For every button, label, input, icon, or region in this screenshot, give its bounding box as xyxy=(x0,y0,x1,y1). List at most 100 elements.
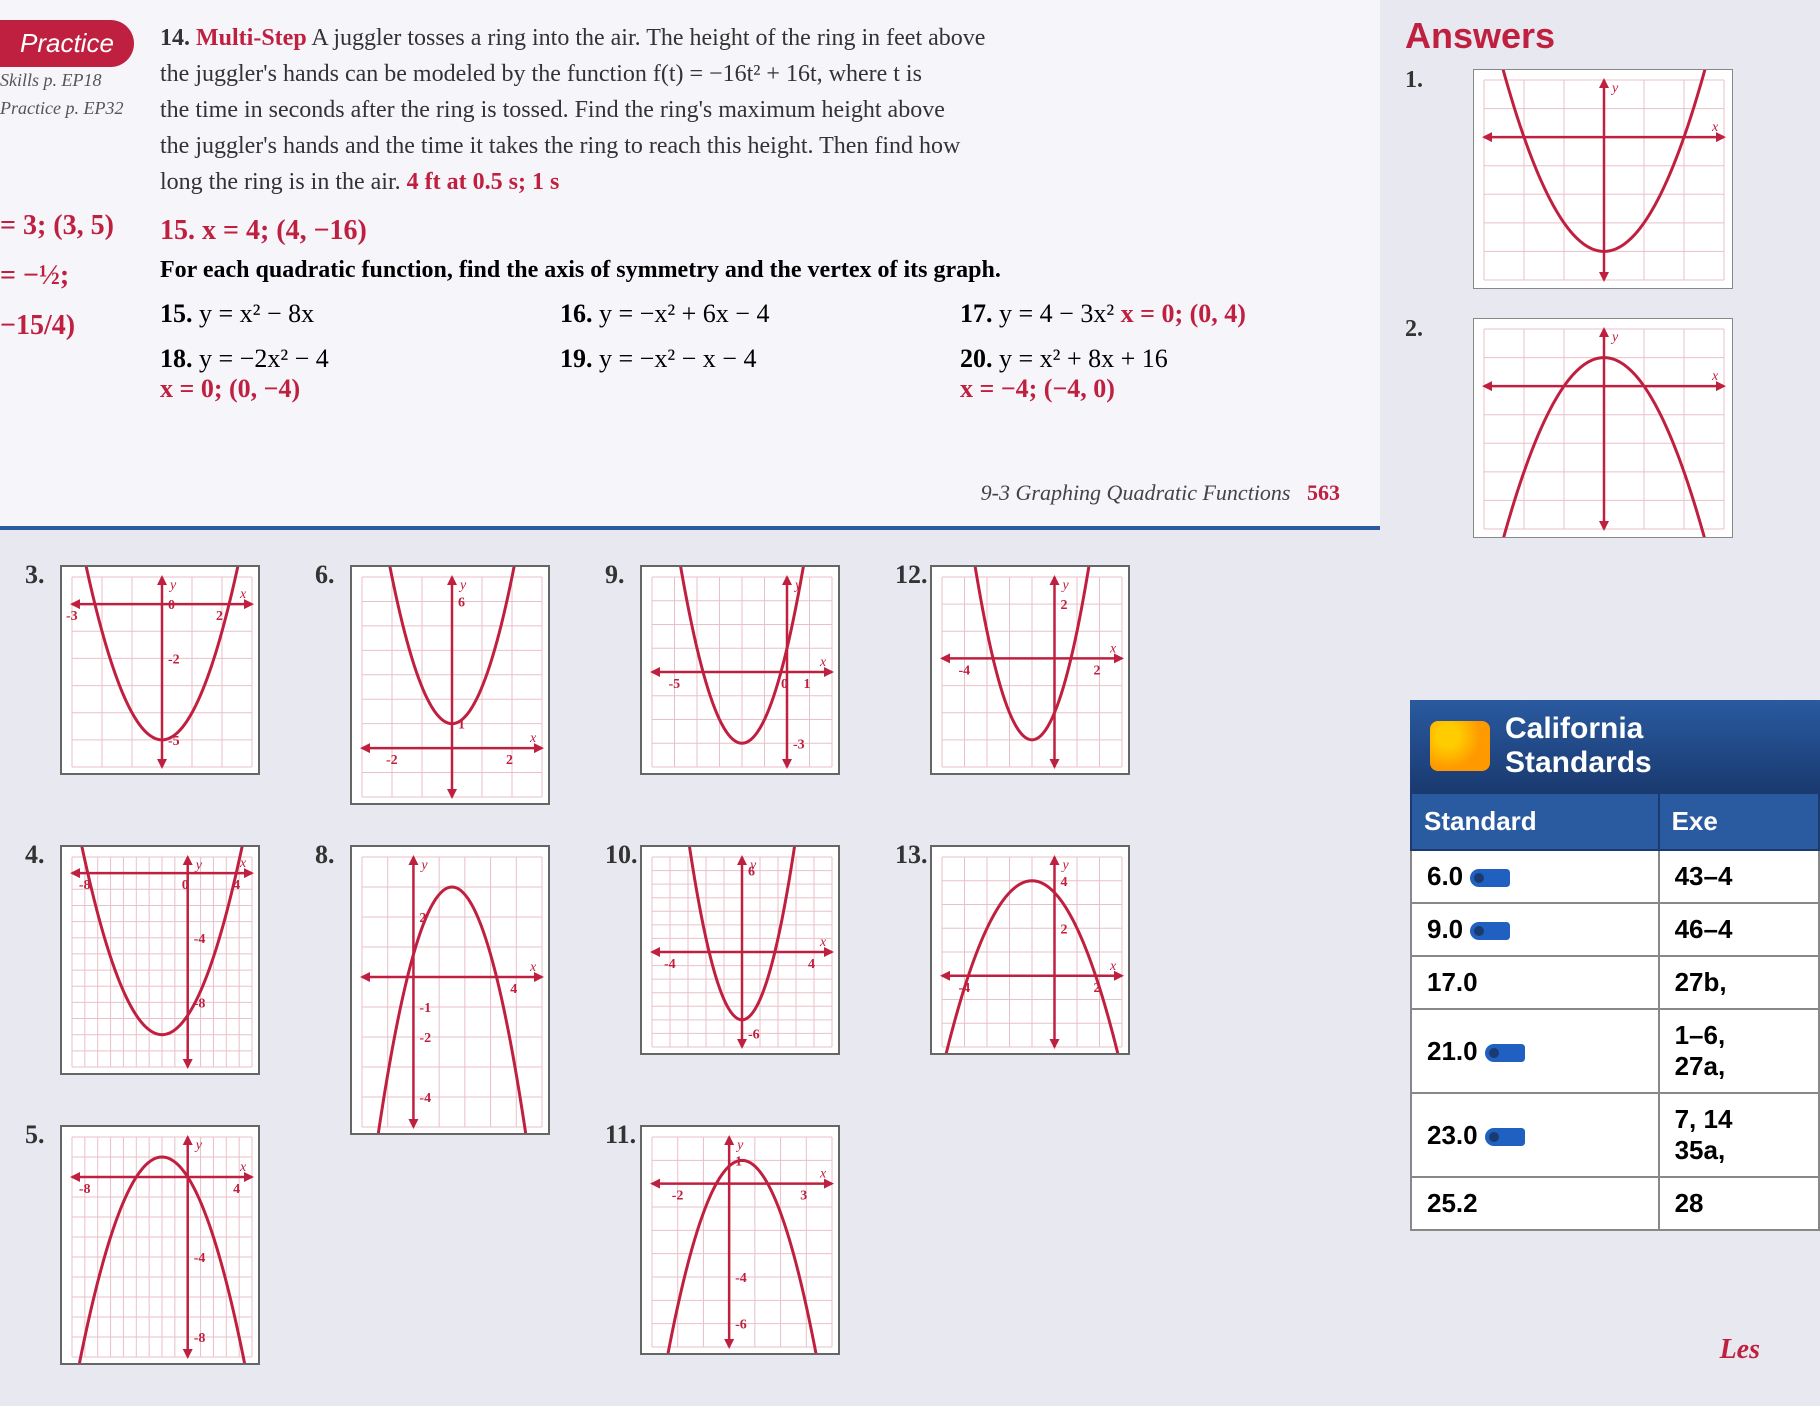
svg-text:y: y xyxy=(194,858,203,873)
graph-number: 5. xyxy=(25,1120,45,1150)
graphs-grid: 3.yx-320-2-56.yx-22169.yx-501-312.yx-422… xyxy=(30,560,1130,1380)
standard-cell: 23.0 xyxy=(1411,1093,1659,1177)
p19-eq: y = −x² − x − 4 xyxy=(599,344,756,373)
standards-col-standard: Standard xyxy=(1411,793,1659,850)
problem-row-2: 18. y = −2x² − 4 x = 0; (0, −4) 19. y = … xyxy=(160,344,1350,404)
problem-18: 18. y = −2x² − 4 x = 0; (0, −4) xyxy=(160,344,500,404)
p18-eq: y = −2x² − 4 xyxy=(199,344,329,373)
p17-ans: x = 0; (0, 4) xyxy=(1121,299,1246,328)
svg-text:1: 1 xyxy=(804,677,811,692)
graph-cell: 11.yx-231-4-6 xyxy=(610,1120,860,1380)
exercises-cell: 28 xyxy=(1659,1177,1819,1230)
svg-text:0: 0 xyxy=(182,878,189,893)
problem-row-1: 15. y = x² − 8x 16. y = −x² + 6x − 4 17.… xyxy=(160,299,1350,329)
p14-answer: 4 ft at 0.5 s; 1 s xyxy=(407,169,560,195)
problem-17: 17. y = 4 − 3x² x = 0; (0, 4) xyxy=(960,299,1300,329)
svg-text:y: y xyxy=(194,1138,203,1153)
svg-text:-3: -3 xyxy=(793,737,805,752)
svg-text:3: 3 xyxy=(800,1189,807,1204)
svg-text:-4: -4 xyxy=(419,1091,431,1106)
multi-step-tag: Multi-Step xyxy=(196,25,307,51)
answer-graph-2-num: 2. xyxy=(1405,316,1423,343)
exercises-cell: 1–6, 27a, xyxy=(1659,1009,1819,1093)
svg-text:-4: -4 xyxy=(735,1271,747,1286)
graph-number: 6. xyxy=(315,560,335,590)
instruction-text: For each quadratic function, find the ax… xyxy=(160,257,1350,284)
graph-cell: 3.yx-320-2-5 xyxy=(30,560,280,820)
svg-text:x: x xyxy=(819,935,827,950)
page-number: 563 xyxy=(1307,480,1340,505)
table-row: 6.0 43–4 xyxy=(1411,850,1819,903)
svg-text:x: x xyxy=(1109,641,1117,656)
problem-14-num: 14. xyxy=(160,25,190,51)
parabola-graph: yx-320-2-5 xyxy=(60,565,260,775)
standard-cell: 17.0 xyxy=(1411,956,1659,1009)
svg-text:6: 6 xyxy=(458,595,465,610)
problem-19: 19. y = −x² − x − 4 xyxy=(560,344,900,404)
p18-ans: x = 0; (0, −4) xyxy=(160,374,300,403)
practice-ref-2: Practice p. EP32 xyxy=(0,98,123,119)
answer-graph-1: yx xyxy=(1473,69,1733,289)
graph-number: 12. xyxy=(895,560,928,590)
svg-text:y: y xyxy=(168,578,177,593)
svg-text:-8: -8 xyxy=(79,1182,91,1197)
margin-answer-2: = −½; xyxy=(0,260,69,292)
svg-text:-6: -6 xyxy=(735,1318,747,1333)
svg-text:-2: -2 xyxy=(672,1189,684,1204)
svg-text:2: 2 xyxy=(506,753,513,768)
standards-header: California Standards xyxy=(1410,700,1820,792)
p15-num: 15. xyxy=(160,299,193,328)
svg-text:y: y xyxy=(735,1138,744,1153)
answers-title: Answers xyxy=(1405,15,1805,57)
svg-text:-4: -4 xyxy=(664,957,676,972)
standard-cell: 9.0 xyxy=(1411,903,1659,956)
p17-num: 17. xyxy=(960,299,993,328)
svg-text:x: x xyxy=(529,731,537,746)
graph-cell: 5.yx-84-4-8 xyxy=(30,1120,280,1380)
svg-text:4: 4 xyxy=(510,982,517,997)
svg-text:x: x xyxy=(1109,959,1117,974)
graph-number: 13. xyxy=(895,840,928,870)
graph-number: 3. xyxy=(25,560,45,590)
practice-badge: Practice xyxy=(0,20,134,67)
parabola-graph: yx-446-6 xyxy=(640,845,840,1055)
graph-cell: 13.yx-4224 xyxy=(900,840,1150,1100)
svg-text:y: y xyxy=(419,858,428,873)
svg-text:-1: -1 xyxy=(419,1001,431,1016)
p15-eq: y = x² − 8x xyxy=(199,299,314,328)
graph-cell: 10.yx-446-6 xyxy=(610,840,860,1100)
graph-number: 4. xyxy=(25,840,45,870)
svg-text:y: y xyxy=(1061,858,1070,873)
svg-text:x: x xyxy=(1711,369,1719,384)
svg-text:-4: -4 xyxy=(959,663,971,678)
svg-text:4: 4 xyxy=(808,957,815,972)
graph-number: 10. xyxy=(605,840,638,870)
key-icon xyxy=(1485,1128,1525,1146)
svg-text:y: y xyxy=(458,578,467,593)
graph-number: 9. xyxy=(605,560,625,590)
p14-line4: the juggler's hands and the time it take… xyxy=(160,133,960,159)
p14-line3: the time in seconds after the ring is to… xyxy=(160,97,945,123)
svg-text:-8: -8 xyxy=(194,1331,206,1346)
parabola-graph: yx-4224 xyxy=(930,845,1130,1055)
p18-num: 18. xyxy=(160,344,193,373)
parabola-graph: yx-422 xyxy=(930,565,1130,775)
p16-eq: y = −x² + 6x − 4 xyxy=(599,299,769,328)
table-row: 23.0 7, 14 35a, xyxy=(1411,1093,1819,1177)
california-bear-icon xyxy=(1430,721,1490,771)
parabola-graph: yx-231-4-6 xyxy=(640,1125,840,1355)
key-icon xyxy=(1485,1044,1525,1062)
graph-number: 8. xyxy=(315,840,335,870)
standards-table: Standard Exe 6.0 43–49.0 46–417.027b,21.… xyxy=(1410,792,1820,1231)
parabola-graph: yx-84-4-8 xyxy=(60,1125,260,1365)
svg-text:y: y xyxy=(1610,81,1619,96)
svg-text:6: 6 xyxy=(748,865,755,880)
margin-answer-3: −15/4) xyxy=(0,310,75,342)
graph-cell xyxy=(320,1120,570,1380)
p16-num: 16. xyxy=(560,299,593,328)
parabola-graph: yx-2216 xyxy=(350,565,550,805)
p14-line2: the juggler's hands can be modeled by th… xyxy=(160,61,922,87)
california-standards-panel: California Standards Standard Exe 6.0 43… xyxy=(1410,700,1820,1231)
answers-panel: Answers 1. yx 2. yx xyxy=(1390,0,1820,570)
problem-20: 20. y = x² + 8x + 16 x = −4; (−4, 0) xyxy=(960,344,1300,404)
